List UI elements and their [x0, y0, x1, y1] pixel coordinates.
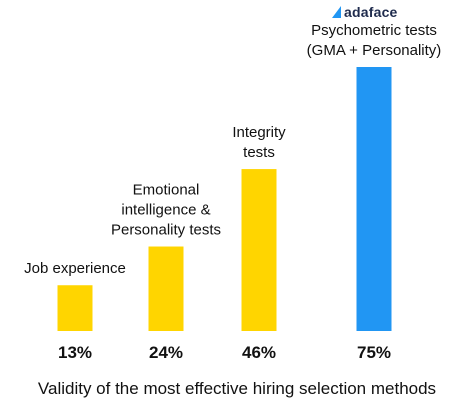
category-label-1: Job experience	[24, 260, 126, 277]
category-label-4: Psychometric tests (GMA + Personality)	[307, 22, 442, 59]
bar-3	[241, 169, 277, 331]
chart-title: Validity of the most effective hiring se…	[37, 379, 437, 398]
category-label-line: Psychometric tests	[311, 22, 437, 39]
category-label-line: Personality tests	[111, 222, 221, 239]
bar-4	[356, 67, 392, 331]
category-label-line: (GMA + Personality)	[307, 42, 442, 59]
value-label-3: 46%	[242, 343, 276, 362]
category-label-line: Job experience	[24, 260, 126, 277]
category-label-line: Integrity	[232, 124, 286, 141]
category-label-line: intelligence &	[121, 202, 210, 219]
brand-name: adaface	[344, 4, 398, 20]
value-label-2: 24%	[149, 343, 183, 362]
category-label-3: Integrity tests	[232, 124, 286, 161]
bar-2	[148, 246, 184, 331]
category-label-line: Emotional	[133, 182, 200, 199]
brand-logo: adaface	[332, 3, 398, 21]
category-label-2: Emotional intelligence & Personality tests	[111, 182, 221, 239]
value-label-1: 13%	[58, 343, 92, 362]
value-label-4: 75%	[357, 343, 391, 362]
brand-mark-icon	[332, 6, 341, 18]
category-label-line: tests	[243, 144, 275, 161]
bar-1	[57, 285, 93, 331]
